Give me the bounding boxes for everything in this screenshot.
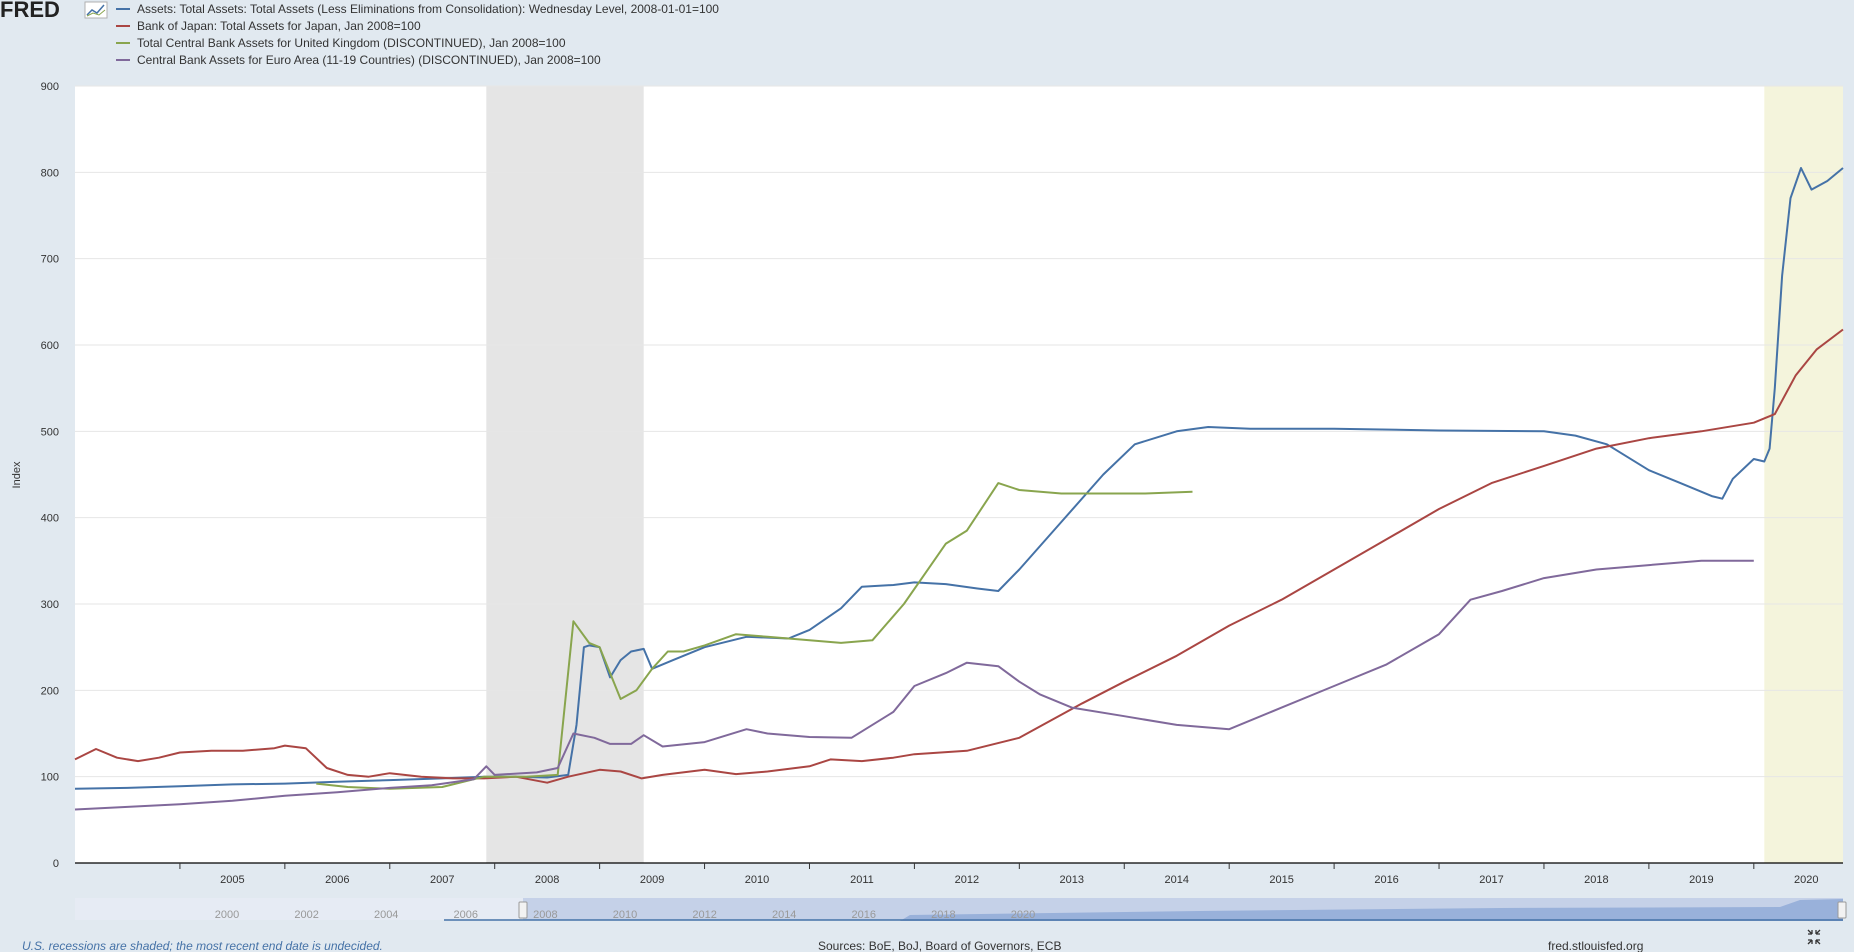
navigator-label-2002: 2002 [294, 909, 318, 921]
x-tick-label-2008: 2008 [535, 874, 559, 886]
recession-shading [486, 86, 1843, 863]
range-navigator[interactable]: 2000 2002 2004 2006 2008 2010 2012 2014 2016 2018… [75, 898, 1847, 921]
y-axis-label: Index [11, 461, 23, 488]
legend-item-2[interactable]: Bank of Japan: Total Assets for Japan, J… [137, 19, 421, 33]
chart-thumbnail-icon [84, 1, 108, 19]
x-tick-label-2020: 2020 [1794, 874, 1818, 886]
x-tick-label-2005: 2005 [220, 874, 244, 886]
navigator-label-2000: 2000 [215, 909, 239, 921]
sources-text: Sources: BoE, BoJ, Board of Governors, E… [818, 939, 1061, 952]
series-line-2 [74, 328, 1844, 784]
x-axis-ticks: 2005 2006 2007 2008 2009 2010 2011 2012 2013 2014… [179, 863, 1819, 886]
x-tick-label-2010: 2010 [745, 874, 769, 886]
shaded-range-1 [486, 86, 644, 863]
shaded-range-2 [1764, 86, 1843, 863]
navigator-label-2010: 2010 [613, 909, 637, 921]
legend: Assets: Total Assets: Total Assets (Less… [116, 2, 719, 67]
navigator-label-2016: 2016 [852, 909, 876, 921]
y-tick-label-0: 0 [53, 858, 59, 870]
legend-item-1[interactable]: Assets: Total Assets: Total Assets (Less… [137, 2, 719, 16]
series-line-1 [74, 167, 1844, 790]
y-axis-ticks: 0 100 200 300 400 500 600 700 800 900 [41, 81, 59, 870]
plot-background [75, 86, 1843, 863]
legend-item-3[interactable]: Total Central Bank Assets for United Kin… [137, 36, 566, 50]
x-tick-label-2009: 2009 [640, 874, 664, 886]
navigator-label-2018: 2018 [931, 909, 955, 921]
fred-logo-text: FRED [0, 0, 60, 22]
x-tick-label-2014: 2014 [1164, 874, 1188, 886]
y-tick-label-200: 200 [41, 685, 59, 697]
navigator-labels: 2000 2002 2004 2006 2008 2010 2012 2014 2016 2018… [215, 909, 1035, 921]
recession-note: U.S. recessions are shaded; the most rec… [22, 939, 383, 952]
x-tick-label-2006: 2006 [325, 874, 349, 886]
navigator-left-handle[interactable] [518, 901, 528, 919]
y-tick-label-800: 800 [41, 167, 59, 179]
navigator-label-2004: 2004 [374, 909, 398, 921]
x-tick-label-2019: 2019 [1689, 874, 1713, 886]
y-tick-label-300: 300 [41, 599, 59, 611]
navigator-series-area [444, 899, 1843, 921]
x-tick-label-2013: 2013 [1060, 874, 1084, 886]
x-tick-label-2017: 2017 [1479, 874, 1503, 886]
fred-logo[interactable]: FRED [0, 0, 108, 22]
series-lines [74, 167, 1844, 811]
navigator-label-2020: 2020 [1011, 909, 1035, 921]
y-tick-label-900: 900 [41, 81, 59, 93]
navigator-label-2008: 2008 [533, 909, 557, 921]
y-tick-label-400: 400 [41, 513, 59, 525]
x-tick-label-2011: 2011 [850, 874, 874, 886]
x-tick-label-2016: 2016 [1374, 874, 1398, 886]
x-tick-label-2015: 2015 [1269, 874, 1293, 886]
series-line-3 [316, 482, 1193, 790]
y-tick-label-700: 700 [41, 254, 59, 266]
y-tick-label-100: 100 [41, 772, 59, 784]
navigator-label-2006: 2006 [454, 909, 478, 921]
navigator-label-2014: 2014 [772, 909, 796, 921]
navigator-label-2012: 2012 [692, 909, 716, 921]
series-line-4 [74, 559, 1754, 811]
legend-item-4[interactable]: Central Bank Assets for Euro Area (11-19… [137, 53, 601, 67]
y-tick-label-600: 600 [41, 340, 59, 352]
x-tick-label-2018: 2018 [1584, 874, 1608, 886]
x-tick-label-2012: 2012 [955, 874, 979, 886]
x-tick-label-2007: 2007 [430, 874, 454, 886]
y-tick-label-500: 500 [41, 426, 59, 438]
site-link[interactable]: fred.stlouisfed.org [1548, 939, 1643, 952]
navigator-right-handle[interactable] [1837, 901, 1847, 919]
fullscreen-icon[interactable] [1807, 929, 1821, 945]
